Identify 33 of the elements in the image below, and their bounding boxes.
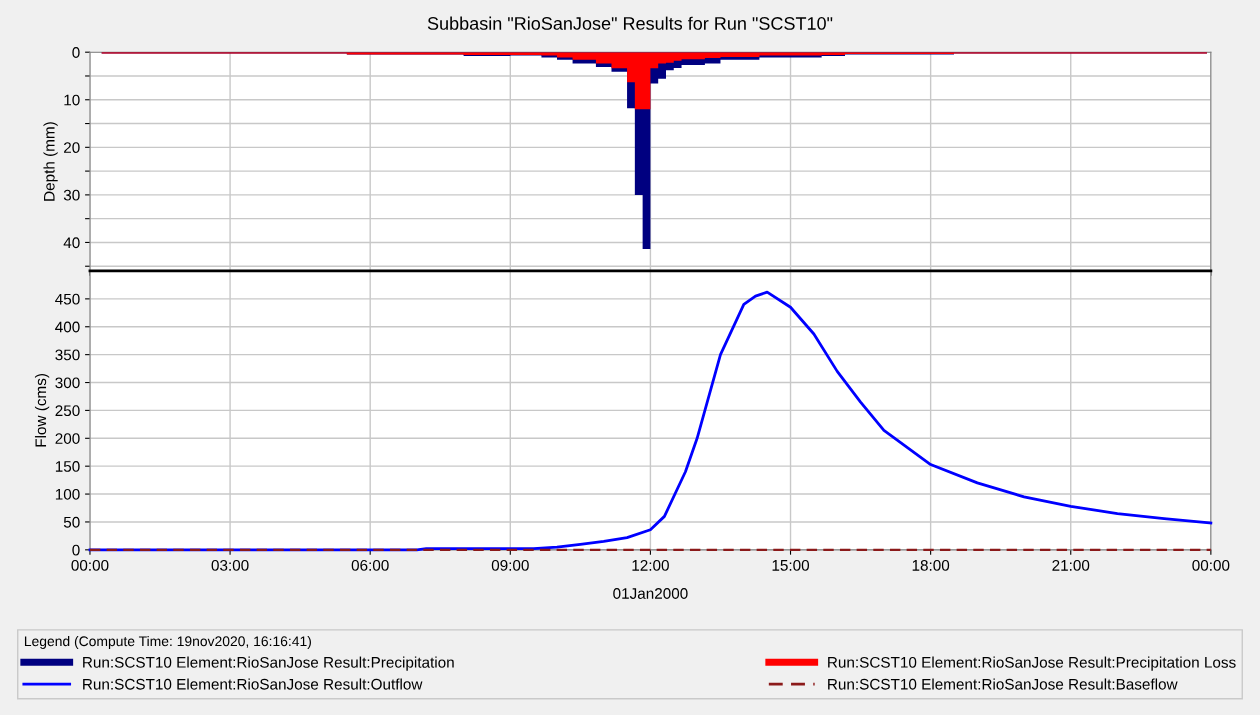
legend-label: Run:SCST10 Element:RioSanJose Result:Precipitation Loss bbox=[828, 656, 1236, 671]
y-tick-label: 150 bbox=[55, 461, 80, 472]
y-tick-label: 40 bbox=[63, 237, 80, 249]
x-axis-title: 01Jan2000 bbox=[613, 588, 688, 599]
x-tick-label: 00:00 bbox=[1192, 559, 1230, 571]
x-tick-label: 03:00 bbox=[211, 559, 249, 571]
legend-title: Legend (Compute Time: 19nov2020, 16:16:41) bbox=[24, 635, 311, 649]
y-tick-label: 30 bbox=[63, 189, 80, 201]
y-axis-title: Flow (cms) bbox=[34, 374, 50, 447]
x-tick-label: 15:00 bbox=[772, 559, 810, 571]
chart-title: Subbasin "RioSanJose" Results for Run "SCST10" bbox=[427, 16, 833, 30]
y-tick-label: 350 bbox=[55, 349, 80, 361]
y-tick-label: 10 bbox=[64, 94, 80, 106]
y-axis-title: Depth (mm) bbox=[43, 122, 58, 201]
legend-label: Run:SCST10 Element:RioSanJose Result:Baseflow bbox=[828, 678, 1178, 690]
legend-label: Run:SCST10 Element:RioSanJose Result:Precipitation bbox=[83, 656, 454, 671]
y-tick-label: 100 bbox=[55, 488, 80, 500]
y-tick-label: 250 bbox=[55, 405, 80, 417]
x-tick-label: 12:00 bbox=[632, 559, 669, 571]
x-tick-label: 06:00 bbox=[351, 559, 389, 571]
y-tick-label: 20 bbox=[64, 142, 80, 154]
y-tick-label: 400 bbox=[55, 321, 80, 333]
x-tick-label: 00:00 bbox=[71, 559, 109, 571]
y-tick-label: 50 bbox=[63, 516, 80, 528]
y-tick-label: 200 bbox=[55, 433, 80, 444]
y-tick-label: 0 bbox=[72, 47, 80, 58]
legend-label: Run:SCST10 Element:RioSanJose Result:Outflow bbox=[83, 678, 423, 690]
y-tick-label: 300 bbox=[55, 377, 80, 389]
y-tick-label: 0 bbox=[72, 544, 80, 556]
x-tick-label: 18:00 bbox=[912, 559, 950, 571]
y-tick-label: 450 bbox=[55, 293, 80, 305]
x-tick-label: 09:00 bbox=[491, 559, 529, 571]
x-tick-label: 21:00 bbox=[1052, 559, 1090, 571]
